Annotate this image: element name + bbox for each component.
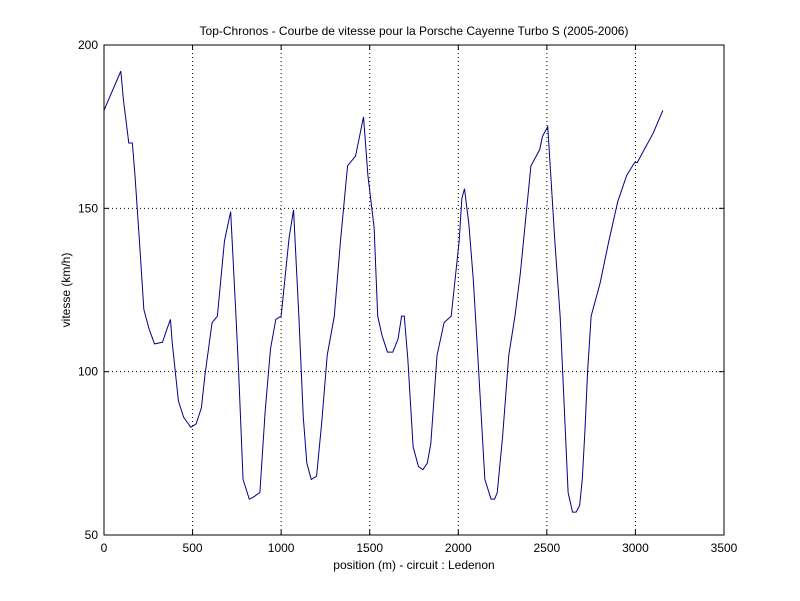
plot-frame [103,44,725,536]
x-tick-label: 500 [183,541,203,555]
chart-title: Top-Chronos - Courbe de vitesse pour la … [200,24,629,38]
x-tick-label: 3500 [711,541,738,555]
x-axis-label: position (m) - circuit : Ledenon [333,558,494,572]
series-layer [103,70,664,513]
ticks: 0 500 1000 1500 2000 2500 3000 3500 50 100 150 200 [78,38,738,555]
x-tick-label: 0 [101,541,108,555]
speed-series-line [103,70,664,513]
y-tick-label: 50 [85,528,99,542]
y-tick-label: 100 [78,365,98,379]
y-tick-label: 200 [78,38,98,52]
x-tick-label: 2000 [445,541,472,555]
grid [104,45,724,535]
x-tick-label: 1000 [268,541,295,555]
plot-area [104,45,724,535]
y-axis-label: vitesse (km/h) [59,253,73,328]
y-tick-label: 150 [78,201,98,215]
x-tick-label: 1500 [356,541,383,555]
x-tick-label: 3000 [622,541,649,555]
x-tick-label: 2500 [534,541,561,555]
